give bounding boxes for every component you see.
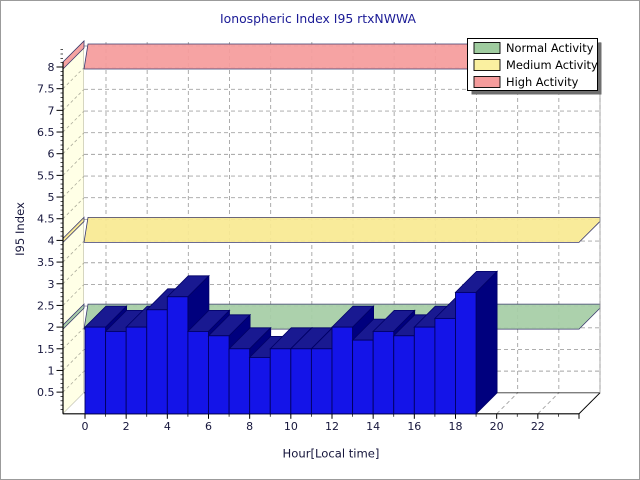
wall-gridline bbox=[62, 240, 85, 263]
floor-gridline bbox=[537, 392, 560, 415]
y-tick-label: 1 bbox=[48, 364, 55, 377]
x-tick-label: 4 bbox=[164, 420, 171, 433]
legend: Normal Activity Medium Activity High Activ… bbox=[467, 38, 602, 95]
y-tick-label: 2.5 bbox=[37, 299, 55, 312]
bar-hour-18 bbox=[454, 270, 499, 415]
y-tick-label: 5.5 bbox=[37, 169, 55, 182]
bar-front-face bbox=[372, 330, 395, 415]
y-tick-label: 8 bbox=[48, 61, 55, 74]
x-tick-label: 6 bbox=[205, 420, 212, 433]
y-tick-label: 4.5 bbox=[37, 213, 55, 226]
wall-gridline bbox=[62, 132, 85, 154]
x-tick-label: 22 bbox=[531, 420, 545, 433]
bar-front-face bbox=[84, 326, 107, 415]
wall-gridline bbox=[62, 175, 85, 198]
x-tick-label: 20 bbox=[490, 420, 504, 433]
bar-front-face bbox=[310, 348, 333, 415]
bar-front-face bbox=[249, 356, 271, 415]
wall-gridline bbox=[62, 67, 85, 89]
y-tick-label: 2 bbox=[48, 321, 55, 334]
wall-gridline bbox=[62, 284, 85, 306]
y-tick-label: 6.5 bbox=[37, 126, 55, 139]
legend-label: Normal Activity bbox=[506, 41, 594, 55]
bar-front-face bbox=[413, 326, 436, 415]
legend-swatch bbox=[473, 59, 501, 71]
legend-item-2: High Activity bbox=[473, 75, 579, 89]
legend-label: High Activity bbox=[506, 75, 579, 89]
legend-swatch bbox=[473, 42, 501, 54]
x-tick-label: 0 bbox=[82, 420, 89, 433]
x-axis: 0 2 4 6 8 10 12 14 16 18 20 22 bbox=[82, 413, 580, 433]
bar-front-face bbox=[455, 291, 477, 415]
bar-front-face bbox=[393, 335, 415, 415]
bar-front-face bbox=[331, 326, 354, 415]
x-tick-label: 16 bbox=[407, 420, 421, 433]
wall-gridline bbox=[62, 262, 85, 285]
bar-front-face bbox=[352, 339, 374, 415]
y-axis-title: I95 Index bbox=[13, 202, 27, 256]
wall-gridline bbox=[62, 154, 85, 176]
wall-gridline bbox=[62, 370, 85, 393]
x-tick-label: 2 bbox=[123, 420, 130, 433]
wall-gridline bbox=[62, 327, 85, 350]
wall-gridline bbox=[62, 89, 85, 111]
bar-front-face bbox=[125, 326, 148, 415]
wall-gridline bbox=[62, 197, 85, 220]
x-tick-label: 12 bbox=[325, 420, 339, 433]
y-tick-label: 6 bbox=[48, 148, 55, 161]
bar-front-face bbox=[434, 317, 456, 415]
floor-gridline bbox=[496, 392, 518, 415]
bar-front-face bbox=[208, 335, 230, 415]
y-tick-label: 7 bbox=[48, 104, 55, 117]
y-tick-label: 3.5 bbox=[37, 256, 55, 269]
y-axis: 0.5 1 1.5 2 2.5 3 3.5 4 4.5 5 5.5 6 6.5 7 7.5 8 bbox=[37, 49, 64, 414]
bar-front-face bbox=[228, 348, 251, 415]
bar-side-face bbox=[475, 270, 498, 415]
legend-item-1: Medium Activity bbox=[473, 58, 598, 72]
x-axis-title: Hour[Local time] bbox=[283, 447, 380, 461]
y-tick-label: 5 bbox=[48, 191, 55, 204]
bars bbox=[84, 270, 499, 415]
x-tick-label: 8 bbox=[246, 420, 253, 433]
bar-front-face bbox=[105, 330, 127, 415]
bar-front-face bbox=[269, 348, 292, 415]
legend-swatch bbox=[473, 76, 501, 88]
y-tick-label: 3 bbox=[48, 278, 55, 291]
x-tick-label: 14 bbox=[366, 420, 380, 433]
band-medium bbox=[62, 216, 601, 244]
legend-item-0: Normal Activity bbox=[473, 41, 594, 55]
x-tick-label: 10 bbox=[284, 420, 298, 433]
bar-front-face bbox=[290, 348, 312, 415]
bar-front-face bbox=[187, 330, 209, 415]
chart-title: Ionospheric Index I95 rtxNWWA bbox=[220, 11, 417, 26]
wall-gridline bbox=[62, 349, 85, 371]
y-tick-label: 4 bbox=[48, 234, 55, 247]
legend-label: Medium Activity bbox=[506, 58, 598, 72]
band-ribbon bbox=[83, 216, 601, 243]
bar-front-face bbox=[166, 296, 189, 415]
floor-right-edge bbox=[578, 392, 601, 415]
bar-front-face bbox=[146, 309, 168, 415]
wall-gridline bbox=[62, 110, 85, 133]
y-tick-label: 1.5 bbox=[37, 343, 55, 356]
y-tick-label: 0.5 bbox=[37, 386, 55, 399]
y-tick-label: 7.5 bbox=[37, 83, 55, 96]
x-tick-label: 18 bbox=[448, 420, 462, 433]
